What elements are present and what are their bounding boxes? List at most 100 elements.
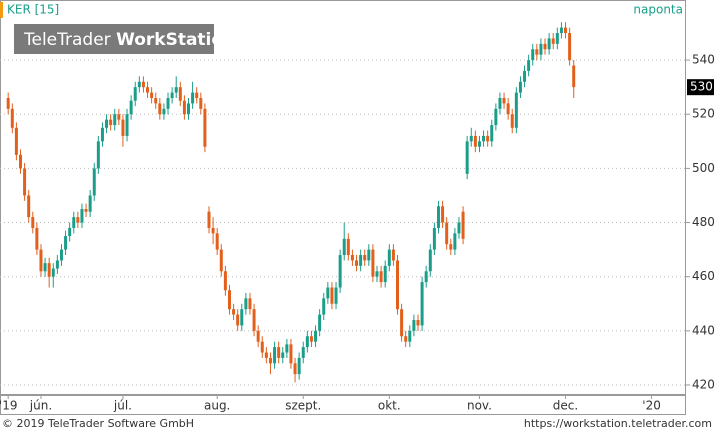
x-tick-label: szept. [285,399,321,413]
candle-body [547,38,551,50]
candle-body [96,141,100,169]
candle-body [113,114,117,126]
candle-body [559,27,563,34]
candle-body [264,352,268,358]
candle-body [207,211,211,228]
candle-body [527,60,531,71]
candle-body [268,357,272,364]
candle-body [195,92,199,99]
candle-body [473,135,477,147]
candle-body [100,127,104,142]
candle-body [59,249,63,261]
candle-body [211,227,215,234]
candle-body [441,206,445,223]
candle-body [568,33,572,61]
candle-body [305,336,309,348]
copyright: © 2019 TeleTrader Software GmbH [2,417,194,430]
candle-body [535,49,539,55]
candle-body [428,249,432,272]
last-price: 530 [690,80,713,94]
plot-frame [0,0,686,395]
candle-body [215,233,219,250]
candle-body [162,108,166,115]
candle-body [449,244,453,250]
candle-body [326,287,330,299]
candle-body [68,227,72,237]
candle-body [150,92,154,99]
candle-body [248,298,252,310]
candle-body [465,141,469,174]
candle-body [76,217,80,223]
candle-body [47,263,51,277]
candle-body [486,135,490,142]
y-tick-label: 520 [692,107,715,121]
candle-body [191,92,195,104]
candle-body [80,209,84,223]
candle-body [23,168,27,196]
watermark-box [14,24,214,54]
candle-body [518,81,522,93]
x-tick-label: '20 [642,399,661,413]
candle-body [314,330,318,342]
candle-body [355,260,359,266]
watermark-brand: TeleTrader [23,30,111,50]
symbol: KER [15] [7,3,59,17]
candle-body [383,265,387,283]
candle-body [121,119,125,136]
candle-body [55,260,59,269]
candle-body [260,341,264,353]
candle-body [367,249,371,261]
candle-body [539,43,543,55]
period: naponta [633,3,683,17]
symbol-marker [0,2,3,18]
candle-body [396,260,400,310]
y-tick-label: 500 [692,161,715,175]
candle-body [293,363,297,375]
candle-body [227,290,231,310]
candle-body [219,249,223,272]
candle-body [129,100,133,115]
url: https://workstation.teletrader.com [524,417,712,430]
candle-body [555,33,559,44]
candle-body [445,222,449,245]
candle-body [133,87,137,101]
candle-body [137,81,141,88]
candle-body [523,70,527,82]
candle-body [6,98,10,109]
candle-body [166,98,170,109]
last-price-box [687,79,714,96]
candle-body [88,195,92,212]
candle-body [199,98,203,109]
candle-body [424,271,428,283]
candle-body [469,135,473,142]
candle-body [223,271,227,291]
candle-body [309,336,313,342]
candle-body [117,114,121,120]
candle-body [14,127,18,155]
candle-body [375,271,379,277]
candle-body [64,236,68,250]
candle-body [285,344,289,353]
candle-body [387,249,391,266]
candle-body [498,98,502,109]
candle-body [301,347,305,358]
candle-body [84,209,88,212]
candle-body [322,298,326,315]
x-tick-label: dec. [553,399,578,413]
candle-body [252,309,256,331]
candle-body [232,309,236,315]
candle-body [334,287,338,304]
candle-body [105,119,109,128]
candle-body [125,114,129,136]
x-tick-label: jún. [29,399,52,413]
candle-body [35,227,39,250]
candle-body [256,330,260,342]
candle-body [490,125,494,142]
candle-body [404,336,408,342]
candle-body [436,206,440,228]
candle-body [502,98,506,104]
candle-body [39,249,43,272]
candle-body [494,108,498,126]
candle-body [457,222,461,234]
